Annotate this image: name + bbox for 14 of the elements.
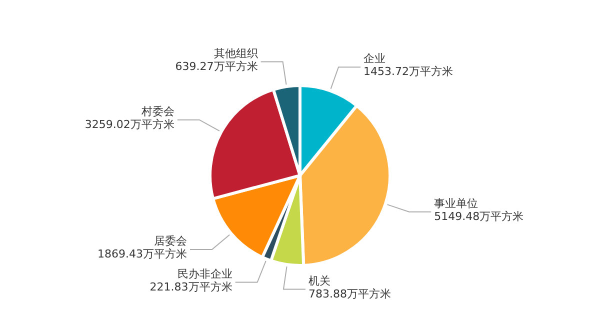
- data-label: 3259.02万平方米: [84, 118, 174, 131]
- slice-label: 事业单位: [434, 196, 478, 210]
- data-label: 1453.72万平方米: [364, 65, 454, 78]
- slice-label: 村委会: [140, 104, 174, 118]
- data-label: 5149.48万平方米: [434, 210, 524, 223]
- slice-label: 企业: [364, 52, 386, 66]
- data-label: 221.83万平方米: [150, 280, 232, 294]
- slice-label: 其他组织: [214, 46, 258, 60]
- data-label: 783.88万平方米: [308, 287, 391, 300]
- data-label: 1869.43万平方米: [97, 248, 187, 261]
- slice-label: 居委会: [154, 234, 187, 248]
- slice-label: 机关: [308, 274, 330, 288]
- data-label: 639.27万平方米: [175, 60, 258, 73]
- slice-label: 民办非企业: [177, 267, 232, 280]
